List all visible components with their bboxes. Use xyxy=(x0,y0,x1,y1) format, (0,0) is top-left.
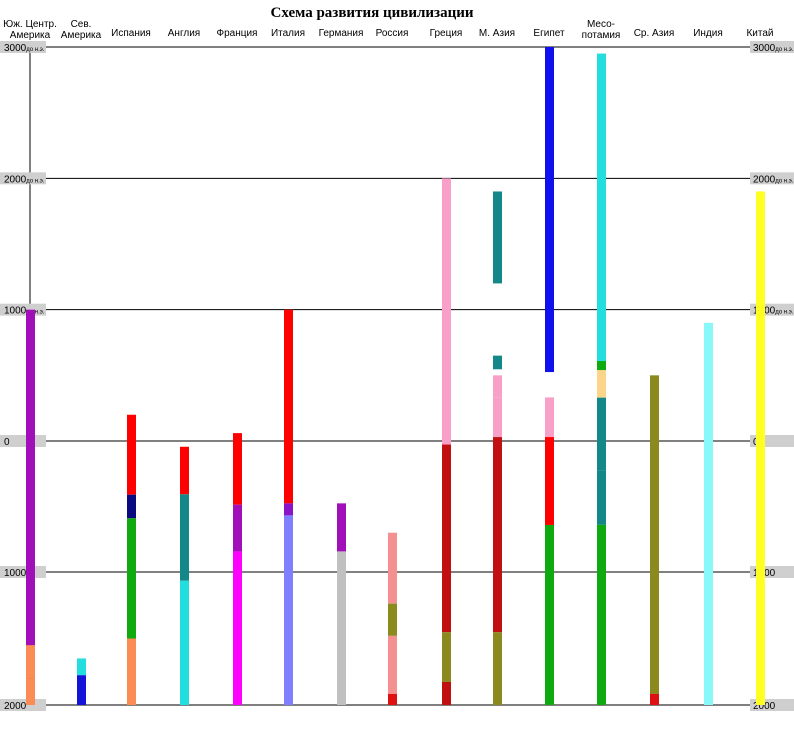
timeline-bar xyxy=(493,437,502,633)
timeline-bar xyxy=(597,370,606,398)
timeline-bar xyxy=(493,355,502,370)
timeline-bar xyxy=(233,551,242,705)
region-header: М. Азия xyxy=(479,28,515,39)
timeline-bar xyxy=(127,638,136,705)
region-header: Китай xyxy=(746,28,773,39)
axis-tick-label-right: 2000дo н.э. xyxy=(753,174,794,185)
timeline-bar xyxy=(388,635,397,694)
timeline-bar xyxy=(650,693,659,705)
axis-tick-label-left: 1000 xyxy=(4,568,27,579)
axis-tick-label-left: 1000дo н.э. xyxy=(4,306,45,317)
axis-tick-label-left: 2000 xyxy=(4,701,27,712)
region-header: Юж. Центр. Америка xyxy=(3,19,57,41)
timeline-bar xyxy=(127,572,136,639)
region-header: Франция xyxy=(217,28,258,39)
region-header: Италия xyxy=(271,28,305,39)
timeline-bar xyxy=(77,658,86,676)
timeline-bar xyxy=(597,53,606,362)
region-header: Месо-потамия xyxy=(582,19,621,41)
timeline-bar xyxy=(233,504,242,552)
region-header: Индия xyxy=(693,28,723,39)
timeline-bar xyxy=(26,678,35,705)
region-header: Ср. Азия xyxy=(634,28,675,39)
timeline-bar xyxy=(77,675,86,705)
timeline-bar xyxy=(26,309,35,679)
timeline-bar xyxy=(545,47,554,373)
region-header: Россия xyxy=(376,28,409,39)
timeline-bar xyxy=(493,397,502,438)
timeline-bar xyxy=(337,503,346,552)
timeline-bar xyxy=(650,375,659,694)
timeline-bar xyxy=(545,524,554,705)
region-header: Египет xyxy=(533,28,565,39)
timeline-bar xyxy=(127,414,136,495)
timeline-bar xyxy=(597,470,606,525)
timeline-bar xyxy=(388,603,397,636)
region-header: Англия xyxy=(168,28,200,39)
timeline-bar xyxy=(127,518,136,572)
timeline-bar xyxy=(442,444,451,633)
timeline-bar xyxy=(442,178,451,445)
timeline-bar xyxy=(180,580,189,705)
axis-tick-label-right: 2000 xyxy=(753,701,776,712)
region-header: Сев. Америка xyxy=(61,19,102,41)
timeline-bar xyxy=(597,524,606,705)
timeline-bar xyxy=(233,433,242,505)
timeline-bar xyxy=(442,632,451,682)
chart-title: Схема развития цивилизации xyxy=(270,5,473,21)
axis-tick-label-right: 1000дo н.э. xyxy=(753,306,794,317)
timeline-bar xyxy=(545,397,554,438)
region-header: Греция xyxy=(430,28,463,39)
timeline-bar xyxy=(704,322,713,705)
timeline-bar xyxy=(284,309,293,504)
region-header: Испания xyxy=(111,28,151,39)
timeline-bar xyxy=(493,375,502,398)
axis-tick-label-left: 2000дo н.э. xyxy=(4,174,45,185)
timeline-bar xyxy=(597,361,606,371)
timeline-bar xyxy=(493,632,502,705)
timeline-bar xyxy=(284,503,293,516)
timeline-bar xyxy=(545,437,554,525)
timeline-bar xyxy=(127,494,136,519)
timeline-bar xyxy=(388,693,397,705)
timeline-bar xyxy=(442,681,451,705)
timeline-bar xyxy=(493,191,502,284)
axis-tick-label-right: 3000дo н.э. xyxy=(753,43,794,54)
timeline-bar xyxy=(388,532,397,604)
timeline-bar xyxy=(284,515,293,705)
region-header: Германия xyxy=(319,28,364,39)
timeline-bar xyxy=(337,551,346,705)
timeline-bar xyxy=(756,191,765,705)
timeline-bar xyxy=(597,397,606,471)
timeline-bar xyxy=(26,645,35,679)
timeline-bar xyxy=(180,446,189,495)
axis-tick-label-left: 3000дo н.э. xyxy=(4,43,45,54)
axis-tick-label-left: 0 xyxy=(4,437,10,448)
timeline-bars xyxy=(26,47,765,705)
timeline-bar xyxy=(180,494,189,581)
